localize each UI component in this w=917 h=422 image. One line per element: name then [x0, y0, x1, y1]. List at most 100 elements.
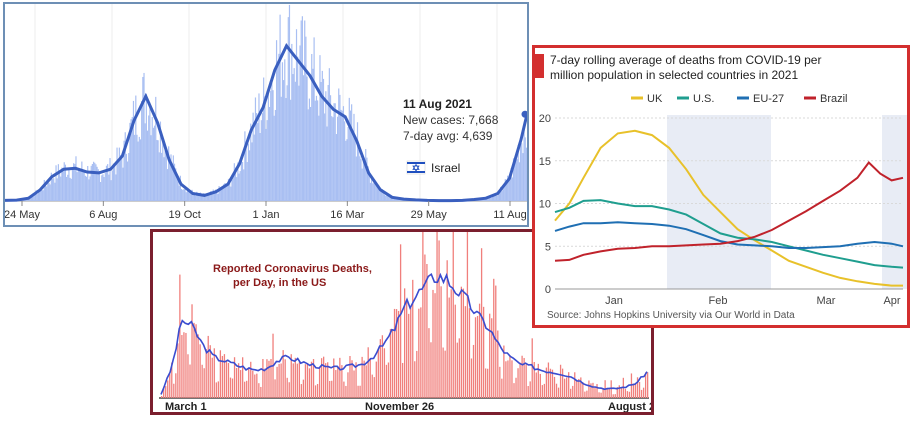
- israel-avg-line: [4, 42, 529, 203]
- daily-case-bar: [270, 90, 272, 201]
- daily-case-bar: [139, 139, 142, 201]
- daily-case-bar: [362, 160, 364, 201]
- daily-death-bar: [533, 361, 535, 398]
- daily-death-bar: [371, 374, 373, 398]
- y-tick-label: 20: [539, 113, 551, 125]
- daily-case-bar: [49, 184, 51, 201]
- daily-case-bar: [54, 182, 56, 201]
- daily-case-bar: [512, 158, 515, 201]
- daily-death-bar: [640, 389, 643, 398]
- daily-death-bar: [373, 377, 375, 398]
- daily-case-bar: [524, 137, 526, 201]
- daily-case-bar: [326, 126, 328, 201]
- daily-case-bar: [146, 130, 149, 201]
- daily-case-bar: [179, 175, 181, 201]
- daily-death-bar: [454, 304, 456, 398]
- daily-case-bar: [193, 193, 196, 201]
- daily-case-bar: [272, 90, 274, 201]
- daily-case-bar: [50, 172, 52, 201]
- daily-death-bar: [248, 367, 250, 398]
- daily-case-bar: [367, 166, 369, 201]
- daily-case-bar: [523, 126, 525, 201]
- daily-case-bar: [204, 193, 206, 201]
- daily-death-bar: [260, 386, 262, 398]
- daily-death-bar: [363, 360, 365, 398]
- daily-death-bar: [209, 345, 211, 398]
- daily-death-bar: [389, 328, 392, 398]
- daily-case-bar: [309, 106, 312, 201]
- daily-case-bar: [497, 190, 499, 201]
- daily-death-bar: [600, 392, 602, 398]
- daily-death-bar: [383, 348, 386, 398]
- daily-death-bar: [578, 378, 580, 398]
- daily-death-bar: [460, 286, 462, 398]
- daily-death-bar: [618, 385, 620, 398]
- daily-case-bar: [202, 195, 204, 201]
- daily-case-bar: [488, 197, 490, 201]
- legend-label: EU-27: [753, 93, 784, 105]
- daily-case-bar: [173, 163, 176, 201]
- daily-case-bar: [338, 88, 340, 201]
- daily-death-bar: [349, 356, 351, 398]
- daily-case-bar: [355, 156, 357, 201]
- daily-case-bar: [251, 142, 253, 201]
- daily-case-bar: [335, 134, 337, 201]
- daily-case-bar: [89, 176, 91, 201]
- daily-death-bar: [213, 348, 215, 398]
- daily-case-bar: [69, 177, 71, 201]
- daily-case-bar: [191, 189, 193, 201]
- daily-case-bar: [100, 182, 102, 201]
- y-tick-label: 15: [539, 156, 551, 168]
- daily-case-bar: [126, 161, 129, 201]
- daily-case-bar: [199, 192, 201, 201]
- daily-case-bar: [231, 179, 233, 201]
- tooltip-avg: 7-day avg: 4,639: [403, 129, 493, 143]
- daily-case-bar: [123, 140, 125, 201]
- daily-case-bar: [266, 120, 268, 201]
- daily-death-bar: [412, 279, 414, 398]
- daily-case-bar: [82, 170, 84, 201]
- daily-case-bar: [388, 197, 390, 201]
- daily-case-bar: [148, 115, 150, 201]
- legend-label: UK: [647, 93, 663, 105]
- daily-death-bar: [462, 288, 465, 398]
- daily-death-bar: [169, 373, 171, 398]
- daily-case-bar: [485, 199, 488, 201]
- daily-case-bar: [366, 157, 368, 201]
- series-line-u-s-: [554, 199, 904, 269]
- daily-death-bar: [235, 368, 238, 398]
- daily-case-bar: [240, 158, 242, 201]
- daily-case-bar: [58, 172, 61, 201]
- daily-death-bar: [193, 322, 195, 398]
- daily-death-bar: [250, 361, 252, 398]
- daily-case-bar: [380, 188, 382, 201]
- daily-case-bar: [360, 159, 362, 201]
- daily-death-bar: [189, 364, 191, 398]
- daily-death-bar: [318, 366, 321, 398]
- us-chart-title-line1: Reported Coronavirus Deaths,: [213, 263, 372, 275]
- daily-case-bar: [394, 197, 396, 201]
- legend-label: U.S.: [693, 93, 714, 105]
- chart-title-line2: million population in selected countries…: [550, 68, 798, 82]
- daily-death-bar: [434, 293, 436, 398]
- daily-death-bar: [199, 344, 201, 398]
- daily-case-bar: [492, 195, 495, 201]
- daily-death-bar: [568, 372, 570, 398]
- daily-case-bar: [155, 96, 157, 201]
- daily-case-bar: [98, 171, 101, 201]
- daily-death-bar: [458, 338, 460, 398]
- daily-case-bar: [491, 194, 494, 201]
- daily-death-bar: [246, 380, 248, 398]
- daily-death-bar: [487, 368, 489, 398]
- daily-death-bar: [229, 377, 232, 398]
- daily-case-bar: [37, 191, 40, 201]
- daily-case-bar: [258, 93, 260, 201]
- daily-case-bar: [95, 164, 97, 201]
- daily-death-bar: [576, 379, 578, 398]
- daily-case-bar: [84, 175, 86, 201]
- daily-case-bar: [361, 168, 363, 201]
- daily-case-bar: [390, 197, 393, 201]
- daily-case-bar: [125, 153, 128, 201]
- daily-case-bar: [265, 128, 267, 201]
- daily-death-bar: [624, 388, 627, 398]
